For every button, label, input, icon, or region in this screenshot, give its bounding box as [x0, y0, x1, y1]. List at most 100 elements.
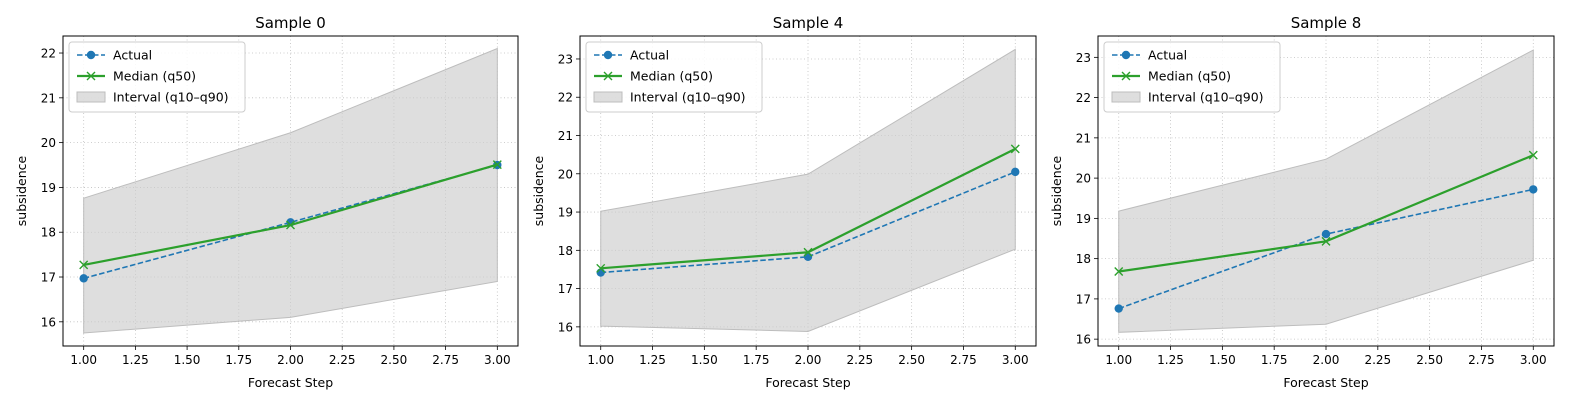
legend-box: [68, 41, 246, 113]
x-tick-label: 1.25: [122, 353, 149, 367]
y-tick-label: 21: [1076, 131, 1091, 145]
x-axis-label: Forecast Step: [248, 375, 333, 390]
legend-marker: [1121, 71, 1131, 81]
data-point: [596, 268, 605, 277]
legend-item-interval: Interval (q10–q90): [1111, 90, 1264, 105]
data-point: [1011, 167, 1020, 177]
legend: Actual Median (q50) Interval (q10–q90): [68, 41, 246, 113]
x-tick-label: 2.25: [329, 353, 356, 367]
data-point: [1321, 236, 1331, 246]
x-tick-label: 2.75: [432, 353, 459, 367]
x-tick-label: 2.50: [381, 353, 408, 367]
chart-title: Sample 0: [255, 14, 326, 32]
legend-item-median: Median (q50): [594, 69, 713, 84]
x-tick-label: 2.75: [1468, 353, 1495, 367]
y-tick-label: 18: [41, 226, 56, 240]
data-point: [803, 252, 813, 262]
legend: Actual Median (q50) Interval (q10–q90): [585, 41, 763, 113]
chart-panel-2: 1.00 1.25 1.50 1.75 2.00 2.25 2.50 2.75 3.00 16 17…: [1049, 14, 1555, 390]
legend-swatch: [76, 91, 106, 103]
x-tick-label: 1.00: [587, 353, 614, 367]
legend-item-interval: Interval (q10–q90): [593, 90, 746, 105]
y-tick-label: 20: [1076, 172, 1091, 186]
y-tick-label: 19: [558, 206, 573, 220]
legend-item-interval: Interval (q10–q90): [76, 90, 229, 105]
y-tick-label: 23: [1076, 51, 1091, 65]
y-tick-label: 18: [558, 244, 573, 258]
data-point: [492, 160, 502, 170]
data-point: [596, 263, 606, 273]
x-tick-label: 1.75: [743, 353, 770, 367]
y-axis-label: subsidence: [1049, 155, 1064, 226]
series-median: [79, 160, 502, 270]
x-tick-label: 1.50: [691, 353, 718, 367]
y-tick-label: 22: [41, 47, 56, 61]
y-axis-label: subsidence: [14, 155, 29, 226]
y-axis-label: subsidence: [531, 155, 546, 226]
x-tick-label: 3.00: [1002, 353, 1029, 367]
legend-label: Median (q50): [113, 69, 196, 84]
x-tick-label: 2.00: [1313, 353, 1340, 367]
x-tick-label: 1.50: [174, 353, 201, 367]
legend-item-actual: Actual: [1112, 48, 1187, 63]
y-tick-label: 17: [558, 282, 573, 296]
legend-label: Actual: [630, 48, 669, 63]
y-tick-label: 22: [558, 91, 573, 105]
legend-label: Actual: [1148, 48, 1187, 63]
chart-title: Sample 4: [773, 14, 844, 32]
chart-panel-1: 1.00 1.25 1.50 1.75 2.00 2.25 2.50 2.75 3.00 16 17…: [531, 14, 1037, 390]
x-tick-label: 1.00: [1105, 353, 1132, 367]
data-point: [803, 247, 813, 257]
y-tick-label: 17: [41, 271, 56, 285]
x-tick-label: 2.00: [795, 353, 822, 367]
legend-label: Median (q50): [630, 69, 713, 84]
legend-marker: [603, 50, 613, 60]
y-tick-label: 23: [558, 52, 573, 66]
chart-title: Sample 8: [1291, 14, 1362, 32]
data-point: [1114, 267, 1124, 277]
y-tick-label: 19: [1076, 212, 1091, 226]
y-tick-label: 17: [1076, 292, 1091, 306]
y-tick-label: 20: [558, 167, 573, 181]
interval-band: [1118, 49, 1534, 333]
y-tick-label: 16: [558, 320, 573, 334]
x-tick-label: 2.75: [950, 353, 977, 367]
x-axis-label: Forecast Step: [1283, 375, 1368, 390]
legend-item-median: Median (q50): [1112, 69, 1231, 84]
x-tick-label: 1.25: [1157, 353, 1184, 367]
data-point: [79, 274, 88, 283]
chart-panel-0: 1.00 1.25 1.50 1.75 2.00 2.25 2.50 2.75 3.00 16 17…: [14, 14, 519, 390]
data-point: [1528, 150, 1538, 160]
legend-item-actual: Actual: [594, 48, 669, 63]
legend-label: Interval (q10–q90): [113, 90, 229, 105]
legend-marker: [603, 71, 613, 81]
x-tick-label: 1.50: [1209, 353, 1236, 367]
legend-item-median: Median (q50): [77, 69, 196, 84]
legend-label: Interval (q10–q90): [630, 90, 746, 105]
interval-band: [83, 47, 498, 334]
y-tick-label: 21: [41, 91, 56, 105]
legend-label: Actual: [113, 48, 152, 63]
y-tick-label: 16: [41, 315, 56, 329]
x-tick-label: 1.25: [639, 353, 666, 367]
legend-label: Median (q50): [1148, 69, 1231, 84]
x-tick-label: 2.25: [1364, 353, 1391, 367]
data-point: [79, 260, 89, 270]
data-point: [1321, 229, 1331, 239]
x-tick-label: 1.00: [70, 353, 97, 367]
x-tick-label: 1.75: [225, 353, 252, 367]
legend-marker: [86, 50, 96, 60]
y-tick-label: 20: [41, 136, 56, 150]
legend-swatch: [1111, 91, 1141, 103]
data-point: [1010, 144, 1020, 154]
series-median: [596, 144, 1020, 273]
x-tick-label: 1.75: [1261, 353, 1288, 367]
x-tick-label: 3.00: [1520, 353, 1547, 367]
data-point: [286, 220, 295, 230]
legend-marker: [1121, 50, 1131, 60]
y-tick-label: 21: [558, 129, 573, 143]
data-point: [1529, 185, 1538, 194]
x-tick-label: 2.25: [846, 353, 873, 367]
data-point: [1114, 304, 1123, 313]
